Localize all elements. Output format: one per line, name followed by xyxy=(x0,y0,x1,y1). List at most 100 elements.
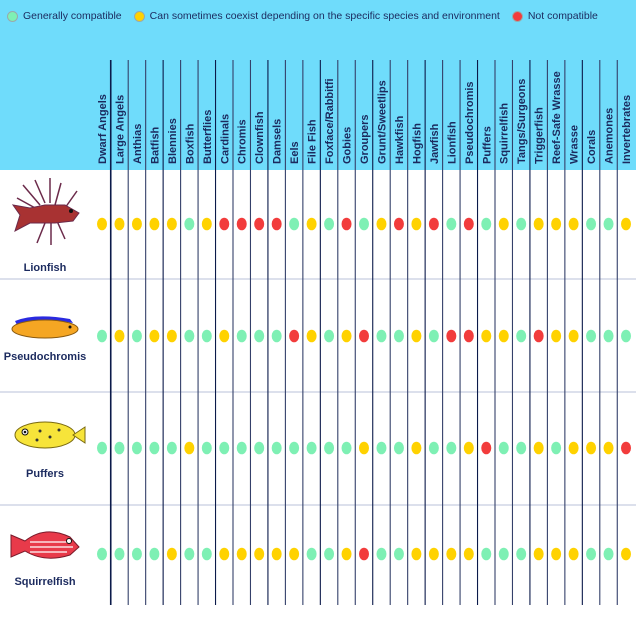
column-label: Dwarf Angels xyxy=(97,94,109,164)
compat-dot-sometimes xyxy=(411,547,422,561)
column-label: Jawfish xyxy=(429,123,441,164)
compat-dot-not-compatible xyxy=(359,329,369,343)
column-label: Butterflies xyxy=(202,110,214,164)
compat-dot-not-compatible xyxy=(254,217,265,231)
compat-dot-compatible xyxy=(289,441,300,455)
compat-dot-not-compatible xyxy=(236,217,247,231)
column-label: Invertebrates xyxy=(621,95,633,164)
column-label: Pseudochromis xyxy=(464,81,476,164)
compat-dot-sometimes xyxy=(114,217,125,231)
compat-dot-compatible xyxy=(393,329,404,343)
compat-dot-compatible xyxy=(603,217,614,231)
compat-dot-sometimes xyxy=(568,217,579,231)
compat-dot-compatible xyxy=(359,217,369,231)
compat-dot-sometimes xyxy=(306,329,317,343)
column-label: Grunt/Sweetlips xyxy=(376,80,388,164)
compat-dot-sometimes xyxy=(568,329,579,343)
compat-dot-compatible xyxy=(324,547,335,561)
column-label: Cardinals xyxy=(219,114,231,164)
squirrelfish-icon xyxy=(10,531,80,559)
compat-dot-sometimes xyxy=(603,441,614,455)
yellow-dot-icon xyxy=(133,10,145,22)
legend-label: Not compatible xyxy=(527,10,598,22)
row-squirrelfish xyxy=(97,547,631,561)
compat-dot-sometimes xyxy=(411,441,422,455)
lionfish-icon xyxy=(11,178,80,245)
green-dot-icon xyxy=(7,10,18,22)
compat-dot-sometimes xyxy=(411,329,422,343)
pseudochromis-icon xyxy=(11,316,79,339)
compat-dot-compatible xyxy=(306,547,317,561)
compat-dot-compatible xyxy=(324,329,335,343)
compat-dot-compatible xyxy=(271,441,282,455)
legend-item-sometimes: Can sometimes coexist depending on the s… xyxy=(133,10,500,22)
compat-dot-compatible xyxy=(393,441,404,455)
compat-dot-compatible xyxy=(621,329,631,343)
compat-dot-compatible xyxy=(481,547,492,561)
compat-dot-compatible xyxy=(114,547,125,561)
compat-dot-compatible xyxy=(428,329,439,343)
compat-dot-compatible xyxy=(184,217,195,231)
compat-dot-sometimes xyxy=(568,441,579,455)
compat-dot-sometimes xyxy=(551,329,562,343)
legend-item-not-compatible: Not compatible xyxy=(511,10,598,22)
compat-dot-sometimes xyxy=(586,441,597,455)
compat-dot-sometimes xyxy=(376,217,387,231)
column-label: Tangs/Surgeons xyxy=(516,79,528,164)
compat-dot-sometimes xyxy=(97,217,107,231)
compat-dot-sometimes xyxy=(551,547,562,561)
column-label: Eels xyxy=(289,141,301,164)
compat-dot-compatible xyxy=(131,547,142,561)
compat-dot-compatible xyxy=(551,441,562,455)
compat-dot-compatible xyxy=(516,441,527,455)
compat-dot-compatible xyxy=(376,547,387,561)
compat-dot-sometimes xyxy=(166,217,177,231)
compat-dot-sometimes xyxy=(254,547,265,561)
compat-dot-compatible xyxy=(271,329,282,343)
column-label: Clownfish xyxy=(254,111,266,164)
compat-dot-compatible xyxy=(516,217,527,231)
compat-dot-compatible xyxy=(324,441,335,455)
compat-dot-sometimes xyxy=(621,217,631,231)
column-label: Large Angels xyxy=(114,95,126,164)
compat-dot-sometimes xyxy=(428,547,439,561)
compat-dot-compatible xyxy=(324,217,335,231)
compat-dot-compatible xyxy=(586,329,597,343)
compat-dot-compatible xyxy=(586,547,597,561)
compat-dot-compatible xyxy=(254,329,265,343)
column-label: Corals xyxy=(586,130,598,164)
compat-dot-compatible xyxy=(131,329,142,343)
compat-dot-compatible xyxy=(516,329,527,343)
compat-dot-sometimes xyxy=(551,217,562,231)
compat-dot-compatible xyxy=(254,441,265,455)
compat-dot-not-compatible xyxy=(463,217,474,231)
column-label: Triggerfish xyxy=(534,107,546,164)
column-label: Batfish xyxy=(149,126,161,164)
compat-dot-compatible xyxy=(498,547,509,561)
compat-dot-compatible xyxy=(114,441,125,455)
compat-dot-compatible xyxy=(586,217,597,231)
compat-dot-sometimes xyxy=(236,547,247,561)
column-label: Chromis xyxy=(237,119,249,164)
compat-dot-compatible xyxy=(236,441,247,455)
compat-dot-sometimes xyxy=(481,329,492,343)
row-label-squirrelfish: Squirrelfish xyxy=(14,576,75,588)
column-label: Groupers xyxy=(359,114,371,164)
compat-dot-sometimes xyxy=(131,217,142,231)
compat-dot-compatible xyxy=(428,441,439,455)
compat-dot-not-compatible xyxy=(219,217,230,231)
puffer-icon xyxy=(14,421,86,449)
compat-dot-compatible xyxy=(481,217,492,231)
row-label-lionfish: Lionfish xyxy=(24,262,67,274)
column-label: Hawkfish xyxy=(394,115,406,164)
compat-dot-compatible xyxy=(201,547,212,561)
compat-dot-sometimes xyxy=(114,329,125,343)
column-label: Gobies xyxy=(342,127,354,164)
compat-dot-sometimes xyxy=(149,329,160,343)
compat-dot-sometimes xyxy=(184,441,195,455)
compat-dot-not-compatible xyxy=(446,329,457,343)
compat-dot-compatible xyxy=(149,441,160,455)
compat-dot-compatible xyxy=(219,441,230,455)
compat-dot-compatible xyxy=(97,547,107,561)
compat-dot-sometimes xyxy=(568,547,579,561)
